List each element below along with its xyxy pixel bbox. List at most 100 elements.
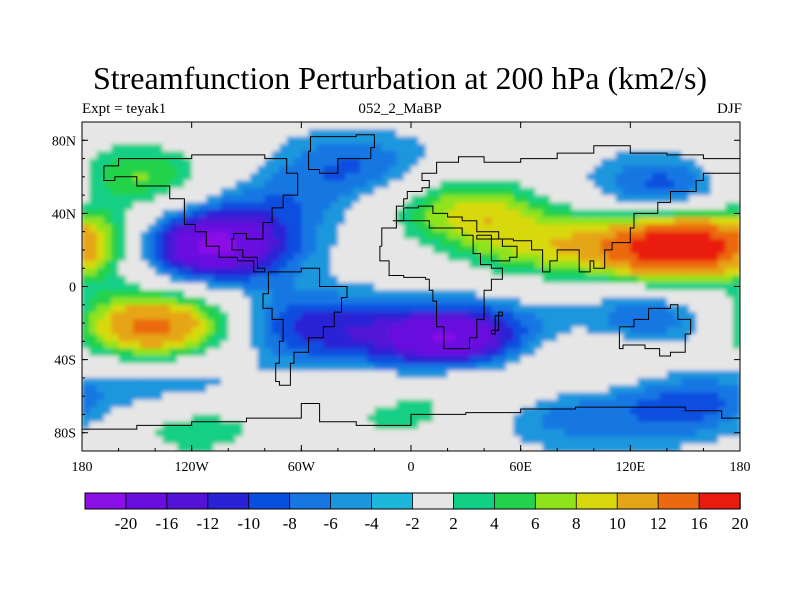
field-cell [155, 319, 164, 328]
field-cell [527, 334, 536, 342]
field-cell [191, 246, 200, 255]
field-cell [250, 443, 259, 451]
field-cell [125, 143, 134, 152]
field-cell [718, 443, 726, 451]
field-cell [571, 355, 580, 364]
field-cell [367, 392, 376, 401]
field-cell [535, 136, 544, 145]
field-cell [82, 341, 90, 350]
field-cell [96, 187, 105, 196]
field-cell [403, 282, 412, 291]
field-cell [484, 136, 493, 145]
field-cell [659, 238, 668, 247]
field-cell [601, 304, 609, 313]
field-cell [301, 122, 310, 130]
field-cell [425, 122, 434, 130]
field-cell [250, 363, 259, 372]
field-cell [623, 355, 631, 364]
field-cell [345, 348, 354, 357]
field-cell [213, 326, 222, 335]
field-cell [359, 297, 368, 306]
field-cell [198, 158, 207, 167]
field-cell [608, 399, 617, 408]
field-cell [703, 385, 712, 394]
field-cell [703, 231, 712, 240]
field-cell [557, 429, 566, 437]
field-cell [301, 231, 310, 240]
field-cell [206, 290, 215, 299]
field-cell [184, 290, 193, 299]
field-cell [469, 151, 478, 160]
field-cell [469, 436, 478, 445]
field-cell [374, 173, 383, 182]
field-cell [681, 421, 690, 430]
field-cell [206, 122, 215, 130]
field-cell [593, 151, 602, 160]
field-cell [89, 122, 98, 130]
field-cell [732, 326, 740, 335]
field-cell [586, 231, 595, 240]
field-cell [82, 385, 90, 394]
field-cell [623, 143, 631, 152]
field-cell [666, 341, 675, 350]
field-cell [608, 260, 617, 269]
field-cell [191, 187, 200, 196]
field-cell [118, 304, 127, 313]
field-cell [710, 385, 719, 394]
field-cell [206, 377, 215, 386]
field-cell [140, 209, 149, 218]
field-cell [89, 312, 98, 320]
field-cell [425, 297, 434, 306]
field-cell [228, 319, 237, 328]
field-cell [352, 334, 361, 342]
field-cell [191, 407, 200, 416]
field-cell [279, 217, 288, 225]
field-cell [506, 414, 514, 423]
field-cell [718, 312, 726, 320]
field-cell [688, 143, 697, 152]
field-cell [330, 304, 339, 313]
field-cell [411, 165, 419, 174]
field-cell [608, 136, 617, 145]
field-cell [593, 290, 602, 299]
field-cell [652, 443, 661, 451]
field-cell [659, 436, 668, 445]
field-cell [462, 304, 471, 313]
field-cell [571, 304, 580, 313]
field-cell [184, 385, 193, 394]
field-cell [155, 341, 164, 350]
field-cell [696, 355, 705, 364]
field-cell [381, 319, 390, 328]
field-cell [630, 129, 639, 138]
field-cell [513, 217, 522, 225]
field-cell [323, 231, 332, 240]
field-cell [147, 224, 156, 233]
field-cell [272, 282, 280, 291]
field-cell [571, 399, 580, 408]
field-cell [623, 209, 631, 218]
field-cell [681, 290, 690, 299]
field-cell [637, 377, 646, 386]
field-cell [411, 136, 419, 145]
field-cell [337, 268, 346, 277]
field-cell [184, 268, 193, 277]
field-cell [623, 319, 631, 328]
field-cell [198, 209, 207, 218]
field-cell [513, 187, 522, 196]
field-cell [396, 304, 405, 313]
field-cell [696, 392, 705, 401]
field-cell [666, 363, 675, 372]
field-cell [432, 202, 441, 211]
field-cell [111, 370, 120, 379]
field-cell [484, 165, 493, 174]
field-cell [89, 187, 98, 196]
field-cell [184, 297, 193, 306]
field-cell [213, 165, 222, 174]
field-cell [579, 173, 588, 182]
field-cell [184, 165, 193, 174]
field-cell [498, 341, 507, 350]
field-cell [403, 385, 412, 394]
field-cell [125, 312, 134, 320]
field-cell [615, 129, 624, 138]
field-cell [666, 326, 675, 335]
